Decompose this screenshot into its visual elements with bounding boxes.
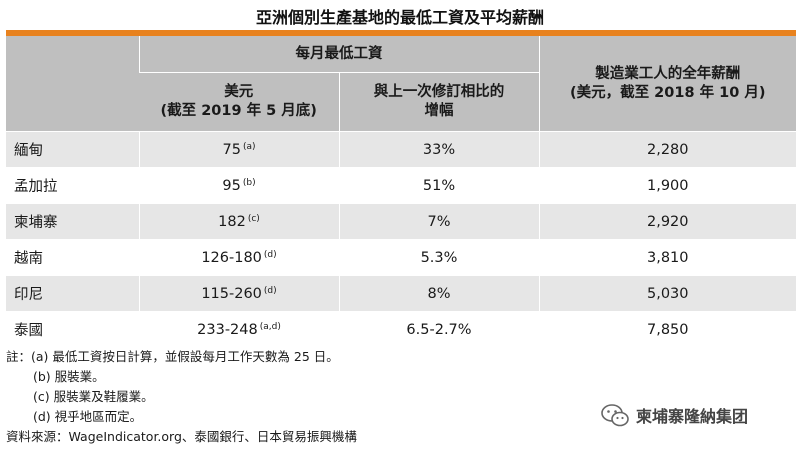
wage-value: 115-260: [201, 285, 262, 302]
header-annual-line1: 製造業工人的全年薪酬: [595, 65, 741, 82]
row-country: 泰國: [6, 311, 139, 347]
note-a: (a) 最低工資按日計算，並假設每月工作天數為 25 日。: [31, 349, 339, 364]
footnote-ref: (d): [263, 249, 277, 260]
page-title: 亞洲個別生產基地的最低工資及平均薪酬: [255, 8, 544, 27]
row-wage: 95 (b): [138, 167, 339, 204]
row-wage: 233-248 (a,d): [138, 311, 339, 347]
table-row: 柬埔寨 182 (c) 7% 2,920: [6, 203, 796, 240]
notes-label: 註：: [6, 349, 32, 364]
header-annual-wage: 製造業工人的全年薪酬 (美元，截至 2018 年 10 月): [538, 36, 796, 132]
row-annual: 7,850: [538, 311, 796, 347]
row-country: 印尼: [6, 275, 139, 312]
note-c: (c) 服裝業及鞋履業。: [33, 389, 154, 404]
table-row: 越南 126-180 (d) 5.3% 3,810: [6, 239, 796, 276]
wage-value: 182: [218, 213, 246, 230]
row-annual: 2,920: [538, 203, 796, 240]
note-d: (d) 視乎地區而定。: [33, 409, 143, 424]
table-row: 孟加拉 95 (b) 51% 1,900: [6, 167, 796, 204]
row-change: 8%: [338, 275, 539, 312]
wage-table: 每月最低工資 製造業工人的全年薪酬 (美元，截至 2018 年 10 月) 美元…: [6, 36, 796, 347]
row-country: 越南: [6, 239, 139, 276]
footnote-ref: (c): [247, 213, 260, 224]
header-change: 與上一次修訂相比的 增幅: [338, 72, 539, 132]
row-wage: 126-180 (d): [138, 239, 339, 276]
row-country: 緬甸: [6, 131, 139, 168]
footnote-ref: (a,d): [259, 321, 281, 332]
row-change: 51%: [338, 167, 539, 204]
footnote-ref: (b): [242, 177, 256, 188]
footnote-ref: (d): [263, 285, 277, 296]
row-change: 33%: [338, 131, 539, 168]
table-row: 泰國 233-248 (a,d) 6.5-2.7% 7,850: [6, 311, 796, 347]
row-wage: 115-260 (d): [138, 275, 339, 312]
row-wage: 75 (a): [138, 131, 339, 168]
row-change: 5.3%: [338, 239, 539, 276]
row-annual: 2,280: [538, 131, 796, 168]
watermark-logo: 柬埔寨隆納集团: [600, 399, 748, 431]
header-country: [6, 36, 139, 132]
note-a-line: 註：(a) 最低工資按日計算，並假設每月工作天數為 25 日。: [6, 347, 357, 367]
watermark-text: 柬埔寨隆納集团: [636, 407, 749, 426]
note-b: (b) 服裝業。: [33, 369, 105, 384]
header-change-line1: 與上一次修訂相比的: [373, 84, 505, 100]
wage-value: 233-248: [197, 321, 258, 338]
row-change: 7%: [338, 203, 539, 240]
footnotes: 註：(a) 最低工資按日計算，並假設每月工作天數為 25 日。 (b) 服裝業。…: [6, 347, 357, 447]
header-usd-line1: 美元: [224, 84, 254, 100]
header-min-wage-group: 每月最低工資: [138, 36, 539, 73]
title-accent-bar: [6, 30, 796, 36]
row-country: 柬埔寨: [6, 203, 139, 240]
row-wage: 182 (c): [138, 203, 339, 240]
header-change-line2: 增幅: [424, 103, 454, 119]
table-row: 緬甸 75 (a) 33% 2,280: [6, 131, 796, 168]
row-annual: 3,810: [538, 239, 796, 276]
row-change: 6.5-2.7%: [338, 311, 539, 347]
wage-value: 95: [222, 177, 241, 194]
wage-value: 75: [222, 141, 241, 158]
header-usd: 美元 (截至 2019 年 5 月底): [139, 72, 339, 132]
row-annual: 1,900: [538, 167, 796, 204]
row-country: 孟加拉: [6, 167, 139, 204]
header-usd-line2: (截至 2019 年 5 月底): [160, 103, 317, 119]
wage-value: 126-180: [201, 249, 262, 266]
footnote-ref: (a): [242, 141, 256, 152]
table-row: 印尼 115-260 (d) 8% 5,030: [6, 275, 796, 312]
source-line: 資料來源：WageIndicator.org、泰國銀行、日本貿易振興機構: [6, 429, 357, 444]
row-annual: 5,030: [538, 275, 796, 312]
header-annual-line2: (美元，截至 2018 年 10 月): [570, 84, 766, 101]
wechat-icon: [601, 404, 629, 427]
